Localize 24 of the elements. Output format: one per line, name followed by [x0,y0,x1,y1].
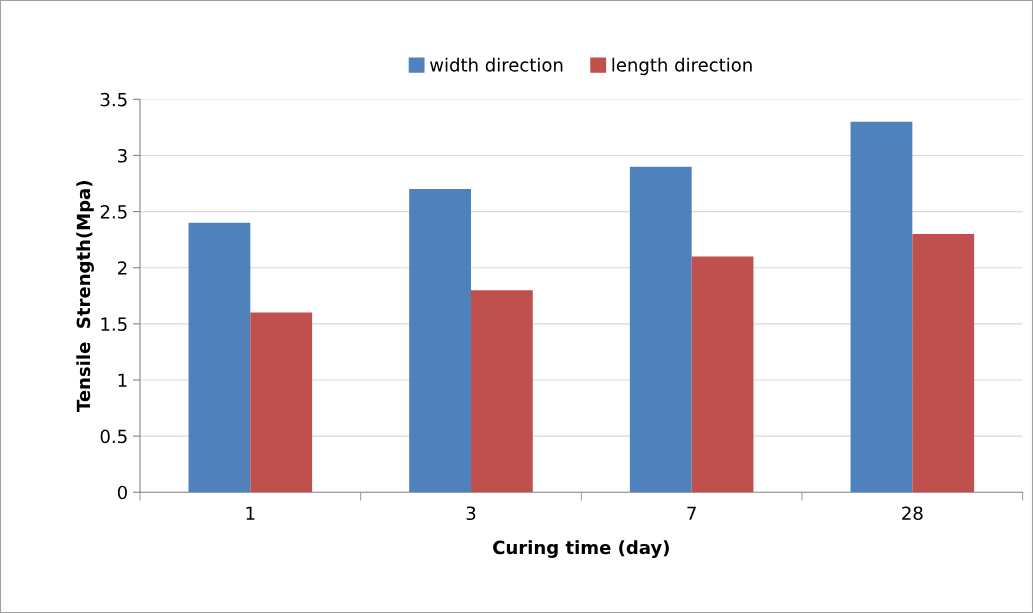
x-tick-label: 1 [246,506,255,520]
y-tick-label: 0 [117,485,127,500]
bar [629,166,692,493]
y-tick-label: 2.5 [100,205,127,219]
x-tick-label: 3 [466,506,476,521]
bar [250,312,313,493]
y-tick-label: 3.5 [100,92,127,107]
y-tick-label: 3 [118,148,127,163]
legend-label: width direction [430,57,563,72]
y-tick-label: 0.5 [100,429,127,444]
y-tick-label: 2 [118,261,127,275]
bar [470,290,533,493]
y-tick-label: 1 [118,373,127,387]
y-tick-label: 1.5 [101,317,127,331]
x-tick-label: 7 [687,506,696,520]
bar [691,256,754,493]
bar [409,189,471,493]
y-axis-title: Tensile Strength(Mpa) [76,181,94,412]
bar [850,121,913,493]
bar [188,222,251,493]
legend-label: length direction [612,57,752,76]
bar [912,234,975,493]
x-axis-title: Curing time (day) [493,540,669,558]
x-tick-label: 28 [902,506,923,521]
